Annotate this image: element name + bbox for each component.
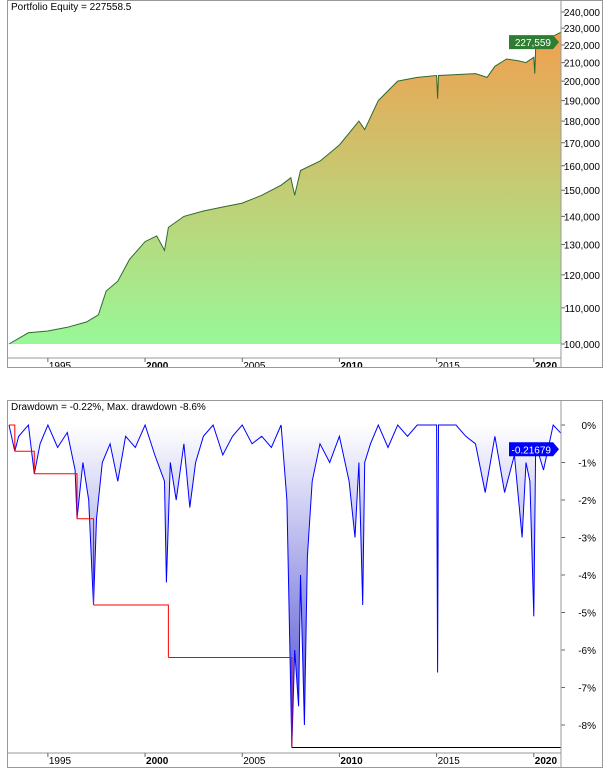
- drawdown-area: [9, 425, 561, 748]
- y-tick-label: 220,000: [564, 41, 601, 52]
- last-value-badge: [509, 35, 559, 50]
- y-tick-label: 190,000: [564, 97, 601, 108]
- y-tick-label: 140,000: [564, 212, 601, 223]
- x-tick-label: 2005: [243, 361, 266, 367]
- last-value-badge: [509, 442, 559, 457]
- y-tick-label: -4%: [578, 571, 596, 582]
- drawdown-title: Drawdown = -0.22%, Max. drawdown -8.6%: [11, 402, 206, 413]
- drawdown-line: [8, 423, 562, 748]
- last-value-label: 227,559: [515, 38, 552, 49]
- y-tick-label: 160,000: [564, 162, 601, 173]
- x-tick-label: 2015: [438, 756, 461, 767]
- y-tick-label: -5%: [578, 609, 596, 620]
- last-value-label: -0.21679: [512, 445, 552, 456]
- x-tick-label: 2005: [243, 756, 266, 767]
- y-tick-label: -2%: [578, 496, 596, 507]
- x-tick-label: 2000: [146, 756, 169, 767]
- x-tick-label: 1995: [49, 361, 72, 367]
- y-tick-label: 210,000: [564, 59, 601, 70]
- y-tick-label: -7%: [578, 684, 596, 695]
- y-tick-label: 200,000: [564, 77, 601, 88]
- max-drawdown-step: [14, 450, 35, 474]
- x-tick-label: 2010: [340, 756, 363, 767]
- y-tick-label: -6%: [578, 646, 596, 657]
- max-drawdown-step: [168, 657, 293, 748]
- x-tick-label: 2020: [535, 361, 558, 367]
- equity-panel: Portfolio Equity = 227558.5 100,000 110,0…: [7, 0, 603, 368]
- y-tick-label: 100,000: [564, 340, 601, 351]
- y-tick-label: 0%: [582, 421, 597, 432]
- x-tick-label: 1995: [49, 756, 72, 767]
- y-tick-label: 230,000: [564, 24, 601, 35]
- x-tick-label: 2000: [146, 361, 169, 367]
- y-tick-label: 110,000: [565, 304, 601, 315]
- max-drawdown-step: [9, 424, 16, 452]
- y-tick-label: -1%: [578, 459, 596, 470]
- max-drawdown-step: [93, 604, 169, 658]
- y-tick-label: 180,000: [564, 117, 601, 128]
- y-tick-label: 150,000: [564, 186, 601, 197]
- y-tick-label: 170,000: [564, 139, 601, 150]
- equity-area: [9, 32, 561, 344]
- y-tick-label: 240,000: [564, 8, 601, 19]
- y-tick-label: 130,000: [564, 241, 601, 252]
- max-drawdown-step: [77, 518, 95, 605]
- equity-line: [8, 31, 562, 345]
- y-tick-label: 120,000: [564, 271, 601, 282]
- y-tick-label: -8%: [578, 721, 596, 732]
- drawdown-panel: Drawdown = -0.22%, Max. drawdown -8.6% 0…: [7, 400, 603, 768]
- equity-title: Portfolio Equity = 227558.5: [11, 2, 132, 13]
- equity-chart: 100,000 110,000 120,000 130,000 140,000 150,0…: [8, 1, 601, 367]
- x-tick-label: 2010: [340, 361, 363, 367]
- max-drawdown-step: [34, 473, 78, 519]
- drawdown-chart: 0% -1% -2% -3% -4% -5% -6% -7% -8% -0.21679 1995 20…: [8, 401, 597, 767]
- x-tick-label: 2020: [535, 756, 558, 767]
- x-tick-label: 2015: [438, 361, 461, 367]
- y-tick-label: -3%: [578, 534, 596, 545]
